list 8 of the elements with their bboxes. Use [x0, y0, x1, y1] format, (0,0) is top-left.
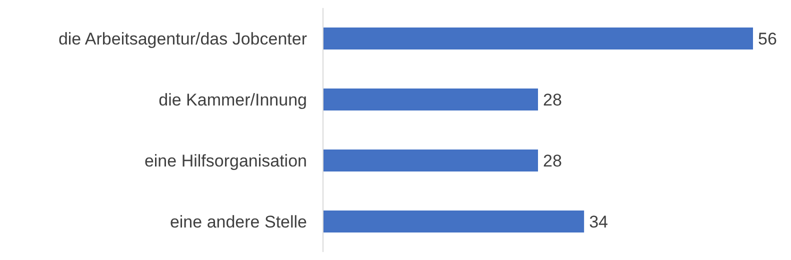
- y-tick-label: die Kammer/Innung: [158, 90, 307, 110]
- data-label: 28: [543, 152, 562, 171]
- data-label: 34: [589, 212, 608, 232]
- y-tick-label: eine Hilfsorganisation: [144, 152, 307, 171]
- data-label: 28: [543, 90, 562, 110]
- y-tick-label: die Arbeitsagentur/das Jobcenter: [58, 30, 308, 49]
- data-label: 56: [758, 30, 777, 49]
- y-tick-label: eine andere Stelle: [170, 212, 307, 232]
